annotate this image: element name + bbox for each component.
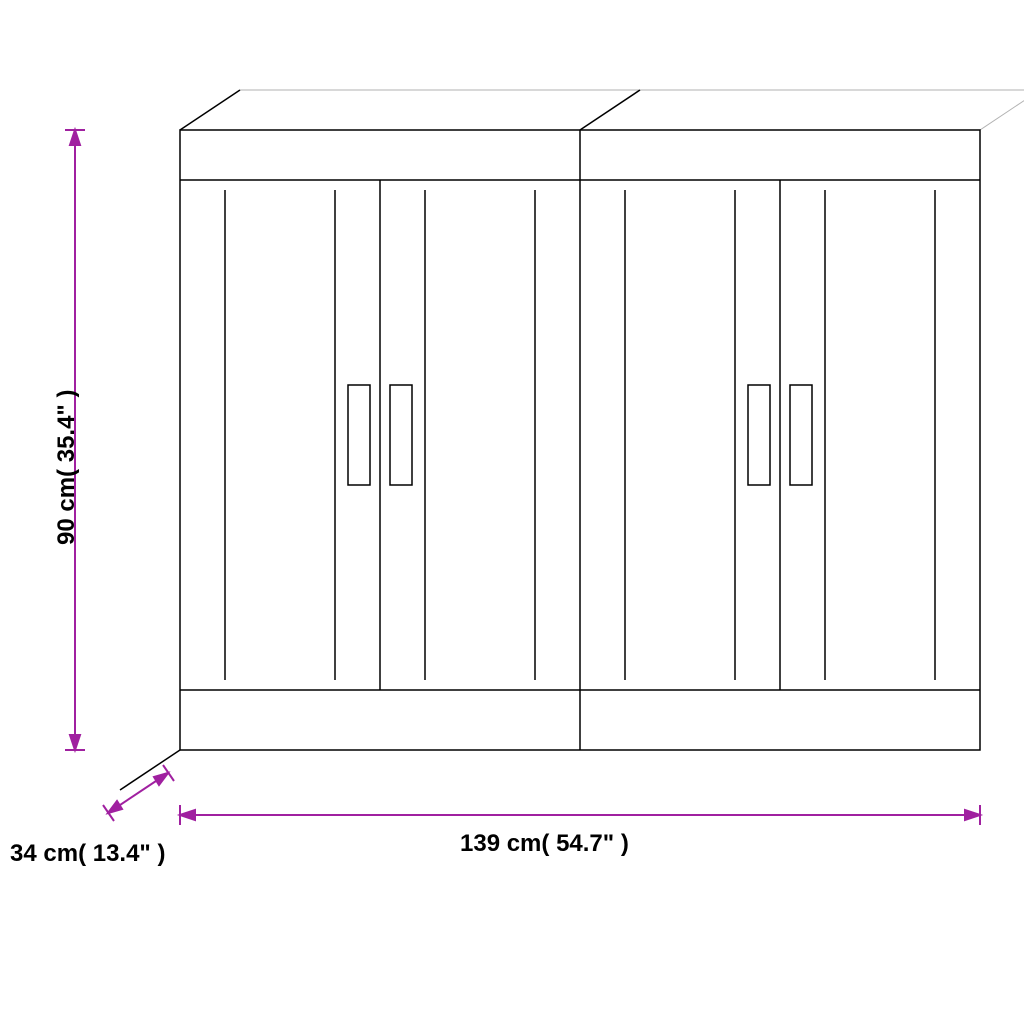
diagram-container: 90 cm( 35.4" ) 139 cm( 54.7" ) 34 cm( 13… xyxy=(0,0,1024,1024)
dimension-depth-label: 34 cm( 13.4" ) xyxy=(10,840,165,868)
width-cm: 139 cm xyxy=(460,830,541,857)
depth-cm: 34 cm xyxy=(10,840,78,867)
left-unit-doors xyxy=(225,180,535,690)
cabinet-back-edges xyxy=(180,90,1024,130)
dimension-lines xyxy=(65,130,980,825)
dimension-height-label: 90 cm( 35.4" ) xyxy=(53,390,81,545)
height-cm: 90 cm xyxy=(53,477,80,545)
depth-in: ( 13.4" ) xyxy=(78,840,165,867)
dimension-width-label: 139 cm( 54.7" ) xyxy=(460,830,629,858)
technical-drawing xyxy=(0,0,1024,1024)
height-in: ( 35.4" ) xyxy=(53,390,80,477)
right-unit-doors xyxy=(625,180,935,690)
cabinet-front xyxy=(180,130,980,750)
width-in: ( 54.7" ) xyxy=(541,830,628,857)
